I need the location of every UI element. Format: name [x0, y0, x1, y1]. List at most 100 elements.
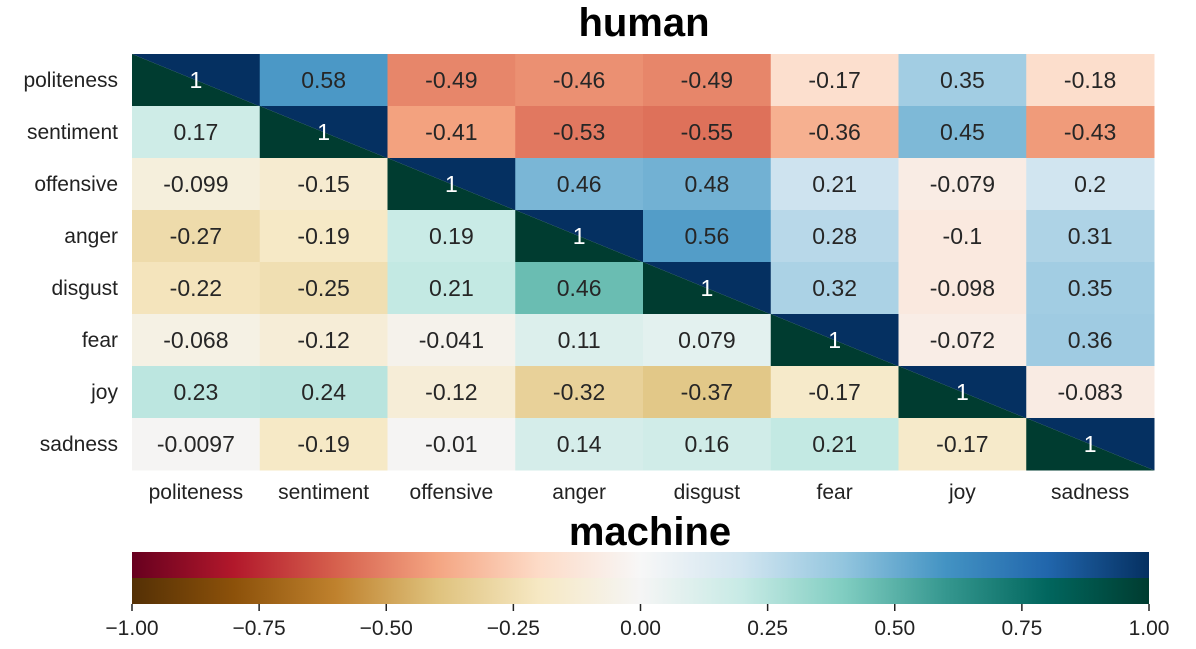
cell-politeness-sadness-value-label: -0.18 — [1064, 67, 1116, 93]
cell-anger-fear — [770, 210, 899, 263]
cell-anger-anger-value-label: 1 — [573, 223, 586, 249]
cell-offensive-offensive-value-label: 1 — [445, 171, 458, 197]
cell-disgust-joy — [898, 262, 1027, 315]
cell-sentiment-sadness-value-label: -0.43 — [1064, 119, 1116, 145]
cell-politeness-politeness-value-label: 1 — [189, 67, 202, 93]
colorbar-tick-label: −0.75 — [233, 617, 286, 640]
cell-fear-anger — [515, 314, 644, 367]
colorbar-tick-label: 0.75 — [1001, 617, 1042, 640]
cell-politeness-offensive — [387, 54, 516, 107]
x-axis-tick-labels: politeness sentiment offensive anger disgust… — [149, 481, 1130, 504]
cell-disgust-offensive — [387, 262, 516, 315]
cell-joy-politeness — [132, 366, 261, 419]
cell-politeness-anger-value-label: -0.46 — [553, 67, 605, 93]
cell-offensive-fear-value-label: 0.21 — [812, 171, 857, 197]
cell-joy-fear-value-label: -0.17 — [808, 379, 860, 405]
cell-sadness-fear-value-label: 0.21 — [812, 431, 857, 457]
cell-joy-joy-machine-half — [898, 366, 1027, 419]
x-tick-label-fear: fear — [817, 481, 853, 504]
cell-joy-sentiment — [259, 366, 388, 419]
cell-fear-fear-value-label: 1 — [828, 327, 841, 353]
cell-offensive-politeness — [132, 158, 261, 211]
cell-politeness-fear — [770, 54, 899, 107]
cell-offensive-sentiment-value-label: -0.15 — [297, 171, 349, 197]
cell-offensive-offensive-machine-half — [387, 158, 516, 211]
cell-fear-disgust — [643, 314, 772, 367]
cell-disgust-fear-value-label: 0.32 — [812, 275, 857, 301]
cell-disgust-anger — [515, 262, 644, 315]
colorbar-human-strip — [132, 552, 1149, 578]
cell-fear-sadness-value-label: 0.36 — [1068, 327, 1113, 353]
cell-sadness-politeness-value-label: -0.0097 — [157, 431, 235, 457]
cell-sentiment-joy — [898, 106, 1027, 159]
cell-sentiment-anger — [515, 106, 644, 159]
y-tick-label-politeness: politeness — [23, 69, 118, 92]
colorbar-tick-label: 1.00 — [1129, 617, 1170, 640]
cell-disgust-sadness — [1026, 262, 1155, 315]
cell-politeness-joy-value-label: 0.35 — [940, 67, 985, 93]
x-tick-label-disgust: disgust — [674, 481, 741, 504]
y-tick-label-joy: joy — [90, 381, 118, 404]
cell-joy-disgust-value-label: -0.37 — [681, 379, 733, 405]
cell-fear-sentiment-value-label: -0.12 — [297, 327, 349, 353]
cell-joy-disgust — [643, 366, 772, 419]
cell-anger-politeness-value-label: -0.27 — [170, 223, 222, 249]
cell-fear-sadness — [1026, 314, 1155, 367]
heatmap-cells — [132, 54, 1155, 471]
y-tick-label-disgust: disgust — [51, 277, 118, 300]
cell-sentiment-fear — [770, 106, 899, 159]
cell-anger-disgust — [643, 210, 772, 263]
cell-offensive-disgust — [643, 158, 772, 211]
cell-politeness-disgust-value-label: -0.49 — [681, 67, 733, 93]
cell-fear-politeness — [132, 314, 261, 367]
x-tick-label-sentiment: sentiment — [278, 481, 369, 504]
cell-politeness-politeness-machine-half — [132, 54, 261, 107]
cell-joy-sadness — [1026, 366, 1155, 419]
cell-disgust-politeness — [132, 262, 261, 315]
cell-politeness-anger — [515, 54, 644, 107]
cell-sentiment-joy-value-label: 0.45 — [940, 119, 985, 145]
cell-fear-politeness-value-label: -0.068 — [163, 327, 228, 353]
colorbar-tick-label: −0.50 — [360, 617, 413, 640]
cell-joy-fear — [770, 366, 899, 419]
x-tick-label-anger: anger — [552, 481, 606, 504]
cell-anger-joy-value-label: -0.1 — [943, 223, 983, 249]
cell-sentiment-offensive-value-label: -0.41 — [425, 119, 477, 145]
chart-title-human: human — [578, 1, 709, 45]
colorbar-machine-strip — [132, 578, 1149, 604]
cell-joy-sadness-value-label: -0.083 — [1058, 379, 1123, 405]
cell-sentiment-disgust — [643, 106, 772, 159]
cell-sadness-offensive-value-label: -0.01 — [425, 431, 477, 457]
colorbar-tick-label: −1.00 — [105, 617, 158, 640]
cell-fear-offensive — [387, 314, 516, 367]
cell-disgust-joy-value-label: -0.098 — [930, 275, 995, 301]
cell-fear-joy-value-label: -0.072 — [930, 327, 995, 353]
cell-offensive-joy — [898, 158, 1027, 211]
cell-sadness-joy-value-label: -0.17 — [936, 431, 988, 457]
y-tick-label-fear: fear — [82, 329, 118, 352]
y-axis-tick-labels: politeness sentiment offensive anger disgust… — [23, 69, 118, 456]
cell-disgust-disgust-machine-half — [643, 262, 772, 315]
cell-sadness-offensive — [387, 418, 516, 471]
cell-joy-joy-value-label: 1 — [956, 379, 969, 405]
cell-anger-offensive-value-label: 0.19 — [429, 223, 474, 249]
cell-politeness-sentiment — [259, 54, 388, 107]
cell-sadness-disgust-value-label: 0.16 — [684, 431, 729, 457]
cell-sadness-politeness — [132, 418, 261, 471]
cell-offensive-disgust-value-label: 0.48 — [684, 171, 729, 197]
x-tick-label-offensive: offensive — [410, 481, 494, 504]
cell-disgust-sentiment-value-label: -0.25 — [297, 275, 349, 301]
chart-title-machine: machine — [569, 510, 731, 554]
cell-disgust-disgust-value-label: 1 — [700, 275, 713, 301]
cell-offensive-sentiment — [259, 158, 388, 211]
cell-offensive-sadness-value-label: 0.2 — [1074, 171, 1106, 197]
y-tick-label-anger: anger — [64, 225, 118, 248]
cell-offensive-anger-value-label: 0.46 — [557, 171, 602, 197]
cell-sadness-sadness-value-label: 1 — [1084, 431, 1097, 457]
cell-sentiment-anger-value-label: -0.53 — [553, 119, 605, 145]
cell-joy-anger-value-label: -0.32 — [553, 379, 605, 405]
cell-fear-sentiment — [259, 314, 388, 367]
cell-sadness-sadness-machine-half — [1026, 418, 1155, 471]
x-tick-label-sadness: sadness — [1051, 481, 1129, 504]
